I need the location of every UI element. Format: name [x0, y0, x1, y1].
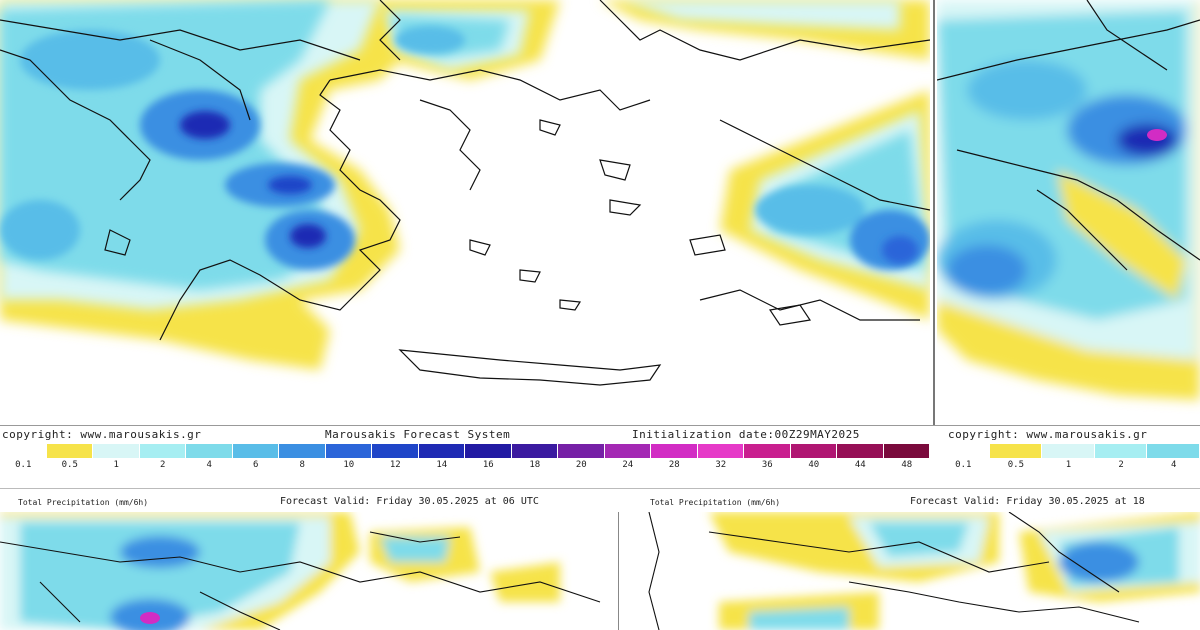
scale-label: 4	[1170, 460, 1177, 470]
scale-label: 8	[299, 460, 305, 470]
bottom-left-max-core	[140, 612, 160, 624]
bottom-right-map	[618, 512, 1200, 630]
scale-label: 12	[389, 460, 401, 470]
scale-label: 0.5	[1007, 460, 1025, 470]
scale-swatch	[186, 444, 233, 458]
bottom-left-title: Total Precipitation (mm/6h)	[18, 498, 149, 507]
scale-label: 6	[253, 460, 259, 470]
scale-swatch	[325, 444, 372, 458]
footer-bottom-line	[0, 488, 1200, 489]
right-coastlines	[937, 0, 1200, 271]
scale-label: 18	[529, 460, 541, 470]
scale-swatch	[46, 444, 93, 458]
scale-swatch	[697, 444, 744, 458]
scale-swatch	[93, 444, 140, 458]
scale-label: 24	[622, 460, 634, 470]
scale-label: 10	[343, 460, 355, 470]
main-precip-map	[0, 0, 930, 386]
scale-swatch	[139, 444, 186, 458]
system-name: Marousakis Forecast System	[325, 428, 511, 441]
footer-top-line	[0, 425, 1200, 426]
precip-map-svg	[0, 0, 930, 386]
color-scale	[0, 444, 930, 458]
scale-swatch	[883, 444, 930, 458]
scale-swatch	[1094, 444, 1148, 458]
scale-swatch	[790, 444, 837, 458]
bottom-right-valid: Forecast Valid: Friday 30.05.2025 at 18	[910, 496, 1145, 507]
scale-swatch	[0, 444, 47, 458]
copyright-text: copyright: www.marousakis.gr	[2, 428, 202, 441]
bottom-left-map-svg	[0, 512, 601, 630]
scale-swatch	[558, 444, 605, 458]
bottom-left-coastlines	[0, 531, 601, 630]
bottom-right-bands	[709, 512, 1200, 630]
scale-swatch	[989, 444, 1043, 458]
right-precip-map	[937, 0, 1200, 425]
initialization-date: Initialization date:00Z29MAY2025	[632, 428, 860, 441]
bottom-right-coastlines	[648, 512, 1140, 630]
scale-swatch	[604, 444, 651, 458]
scale-label: 16	[482, 460, 494, 470]
scale-label: 4	[206, 460, 212, 470]
bottom-right-map-svg	[648, 512, 1200, 630]
bottom-left-bands	[0, 512, 560, 630]
scale-label: 0.5	[61, 460, 78, 470]
scale-label: 20	[575, 460, 587, 470]
scale-label: 2	[1118, 460, 1124, 470]
copyright-text-right: copyright: www.marousakis.gr	[948, 428, 1148, 441]
right-max-core	[1147, 129, 1167, 141]
scale-label: 1	[113, 460, 119, 470]
scale-label: 32	[715, 460, 727, 470]
bottom-left-valid: Forecast Valid: Friday 30.05.2025 at 06 …	[280, 496, 539, 507]
panel-divider	[933, 0, 935, 425]
scale-label: 14	[436, 460, 448, 470]
scale-swatch	[1147, 444, 1200, 458]
bottom-left-map	[0, 512, 610, 630]
scale-swatch	[1042, 444, 1095, 458]
scale-label: 36	[761, 460, 773, 470]
scale-swatch	[372, 444, 419, 458]
scale-swatch	[279, 444, 326, 458]
scale-labels-right: 0.1 0.5 1 2 4	[937, 460, 1200, 470]
scale-swatch	[232, 444, 279, 458]
right-precip-bands	[937, 0, 1200, 400]
scale-swatch	[465, 444, 512, 458]
scale-swatch	[511, 444, 558, 458]
scale-swatch	[744, 444, 791, 458]
coastlines	[0, 0, 930, 386]
scale-label: 28	[668, 460, 680, 470]
precip-max-cores	[180, 111, 918, 264]
bottom-right-title: Total Precipitation (mm/6h)	[650, 498, 781, 507]
scale-label: 40	[808, 460, 820, 470]
scale-swatch	[937, 444, 990, 458]
scale-swatch	[651, 444, 698, 458]
right-map-svg	[937, 0, 1200, 400]
scale-label: 48	[901, 460, 913, 470]
scale-label: 2	[160, 460, 166, 470]
color-scale-right	[937, 444, 1200, 458]
scale-swatch	[837, 444, 884, 458]
scale-labels: 0.1 0.5 1 2 4 6 8 10 12 14 16 18 20 24 28 32 36 40 44 48	[0, 460, 930, 470]
scale-swatch	[418, 444, 465, 458]
scale-label: 1	[1065, 460, 1072, 470]
scale-label: 44	[854, 460, 866, 470]
scale-label: 0.1	[955, 460, 972, 470]
scale-label: 0.1	[15, 460, 32, 470]
